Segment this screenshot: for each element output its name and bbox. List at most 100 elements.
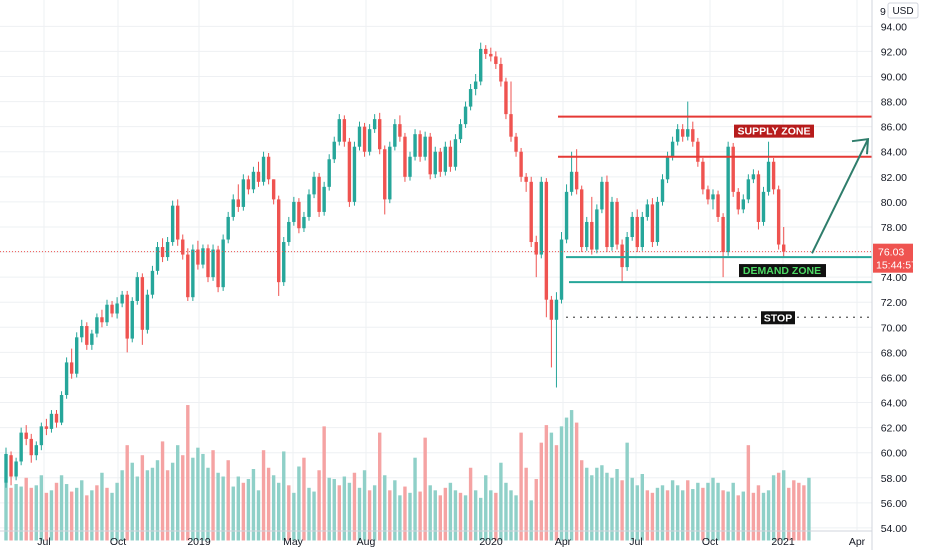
- candle-body: [595, 209, 599, 250]
- currency-label: USD: [892, 6, 913, 17]
- volume-bar: [398, 495, 402, 541]
- candle-body: [393, 124, 397, 147]
- candle-body: [251, 171, 256, 190]
- candle-body: [635, 216, 639, 248]
- candle-body: [337, 119, 341, 142]
- candle-body: [630, 216, 634, 238]
- volume-bar: [514, 495, 518, 541]
- volume-bar: [95, 485, 99, 541]
- time-tick-label: 2020: [479, 536, 503, 548]
- candle-body: [413, 134, 417, 157]
- volume-bar: [600, 465, 604, 541]
- candle-body: [362, 126, 367, 152]
- volume-bar: [569, 410, 574, 541]
- volume-bar: [706, 482, 710, 541]
- candle-body: [686, 129, 690, 137]
- volume-bar: [665, 490, 670, 541]
- candle-body: [484, 48, 488, 54]
- volume-bar: [660, 485, 665, 541]
- volume-bar: [696, 482, 700, 541]
- candle-body: [534, 242, 538, 255]
- candle-body: [665, 156, 670, 180]
- candle-body: [691, 129, 695, 142]
- candle-body: [150, 270, 155, 295]
- volume-bar: [726, 491, 730, 541]
- volume-bar: [54, 482, 59, 541]
- volume-bar: [766, 490, 771, 541]
- candle-body: [509, 114, 513, 137]
- volume-bar: [317, 470, 321, 541]
- volume-bar: [14, 484, 18, 541]
- volume-bar: [681, 490, 685, 541]
- price-tick-label: 58.00: [881, 473, 907, 485]
- volume-bar: [782, 470, 786, 541]
- candle-body: [494, 56, 498, 64]
- zones: SUPPLY ZONE DEMAND ZONE STOP: [0, 115, 872, 325]
- candle-body: [69, 362, 74, 374]
- volume-bar: [135, 476, 139, 541]
- volume-bar: [711, 477, 715, 541]
- volume-bar: [4, 482, 8, 541]
- volume-bar: [458, 492, 463, 541]
- volume-bar: [716, 482, 720, 541]
- candle-body: [610, 201, 614, 248]
- volume-bar: [287, 485, 291, 541]
- candle-body: [418, 134, 422, 157]
- volume-bar: [39, 475, 44, 541]
- candle-body: [39, 426, 44, 446]
- candle-body: [140, 277, 145, 330]
- volume-bar: [226, 460, 230, 541]
- volume-bar: [544, 425, 549, 541]
- price-tick-label: 68.00: [881, 347, 907, 359]
- price-tick-partial: 9: [880, 6, 886, 18]
- volume-bar: [216, 472, 220, 541]
- last-price-label: 76.03: [878, 247, 904, 259]
- volume-bar: [332, 479, 336, 541]
- volume-bar: [352, 472, 357, 541]
- volume-bar: [165, 470, 170, 541]
- volume-bar: [433, 490, 437, 541]
- volume-bar: [756, 485, 761, 541]
- volume-bar: [383, 475, 387, 541]
- candle-body: [423, 136, 427, 157]
- price-tick-label: 54.00: [881, 523, 907, 535]
- price-tick-label: 64.00: [881, 398, 907, 410]
- candle-body: [696, 141, 700, 162]
- volume-bar: [438, 495, 442, 541]
- candle-body: [196, 249, 200, 265]
- candle-body: [701, 161, 705, 190]
- time-tick-label: Apr: [849, 536, 866, 548]
- volume-bar: [393, 480, 397, 541]
- candle-body: [186, 254, 190, 298]
- candle-body: [287, 221, 291, 243]
- volume-bar: [635, 485, 639, 541]
- volume-bar: [620, 480, 624, 541]
- price-tick-label: 66.00: [881, 372, 907, 384]
- time-tick-label: Aug: [357, 536, 376, 548]
- volume-bar: [196, 447, 200, 541]
- price-tick-label: 90.00: [881, 71, 907, 83]
- volume-bar: [19, 486, 23, 541]
- volume-bar: [595, 467, 599, 541]
- volume-bar: [372, 485, 377, 541]
- candle-body: [130, 300, 134, 339]
- volume-bar: [443, 487, 448, 541]
- volume-bar: [130, 462, 134, 541]
- volume-bar: [170, 462, 175, 541]
- volume-bar: [80, 480, 84, 541]
- candle-body: [282, 242, 286, 283]
- volume-bar: [564, 417, 569, 541]
- candle-body: [271, 179, 276, 200]
- candle-body: [75, 337, 79, 374]
- candle-body: [100, 317, 104, 323]
- volume-bar: [347, 482, 352, 541]
- volume-bars: [4, 405, 811, 541]
- volume-bar: [145, 470, 150, 541]
- time-tick-label: 2021: [771, 536, 795, 548]
- volume-bar: [100, 472, 104, 541]
- price-tick-label: 70.00: [881, 322, 907, 334]
- volume-bar: [580, 460, 584, 541]
- candle-body: [24, 432, 28, 439]
- candle-body: [620, 244, 624, 268]
